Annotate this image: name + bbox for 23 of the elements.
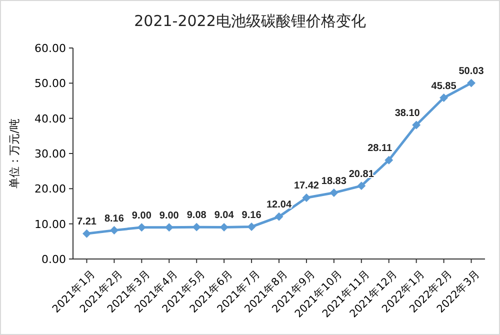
data-label: 50.03: [458, 66, 484, 78]
data-label: 38.10: [394, 108, 420, 120]
data-label: 7.21: [77, 216, 97, 228]
data-label: 28.11: [368, 143, 393, 154]
data-label: 12.04: [266, 200, 292, 211]
data-label: 17.42: [294, 180, 320, 192]
y-tick-label: 0.00: [42, 253, 66, 266]
data-label: 9.04: [214, 210, 234, 222]
data-label: 9.08: [186, 210, 207, 222]
data-label: 9.16: [242, 210, 262, 221]
y-axis-title: 单位：万元/吨: [8, 118, 21, 188]
y-tick-label: 50.00: [34, 77, 66, 90]
y-tick-label: 30.00: [34, 148, 66, 160]
y-tick-label: 60.00: [34, 42, 66, 55]
chart-title: 2021-2022电池级碳酸锂价格变化: [134, 12, 366, 30]
data-label: 45.85: [431, 80, 457, 92]
y-tick-label: 20.00: [34, 182, 66, 196]
data-label: 9.00: [132, 210, 152, 222]
y-tick-label: 10.00: [34, 218, 66, 231]
data-label: 9.00: [159, 210, 180, 222]
data-label: 8.16: [104, 213, 124, 224]
data-label: 18.83: [321, 176, 347, 187]
y-tick-label: 40.00: [34, 112, 66, 126]
